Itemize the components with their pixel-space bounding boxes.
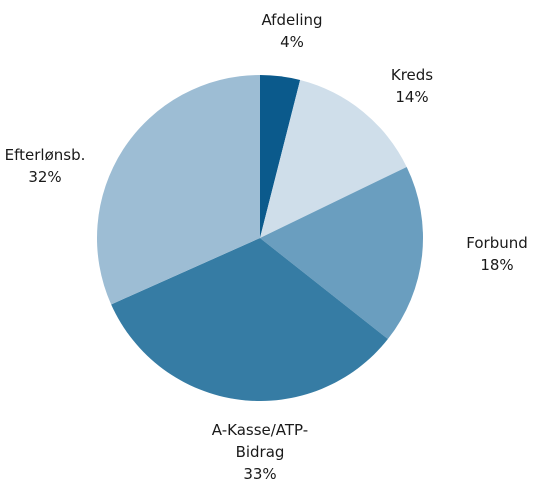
slice-label: Efterlønsb. 32% — [0, 144, 95, 188]
slice-name: A-Kasse/ATP-Bidrag — [211, 421, 309, 461]
slice-label: Afdeling 4% — [252, 9, 332, 53]
slice-name: Efterlønsb. — [4, 146, 86, 164]
pie-slice — [111, 238, 388, 401]
pie-slice — [260, 80, 407, 238]
slice-name: Afdeling — [261, 11, 323, 29]
slice-value: 4% — [280, 33, 304, 51]
slice-label: Kreds 14% — [372, 64, 452, 108]
pie-slice — [260, 166, 423, 340]
pie-slice — [97, 75, 260, 305]
slice-value: 33% — [243, 465, 277, 483]
slice-name: Forbund — [466, 234, 528, 252]
slice-name: Kreds — [390, 66, 434, 84]
slice-label: Forbund 18% — [457, 232, 535, 276]
slice-label: A-Kasse/ATP-Bidrag 33% — [210, 419, 310, 485]
slice-value: 18% — [480, 256, 514, 274]
slice-value: 32% — [28, 168, 62, 186]
pie-slice — [260, 75, 301, 238]
slice-value: 14% — [395, 88, 429, 106]
